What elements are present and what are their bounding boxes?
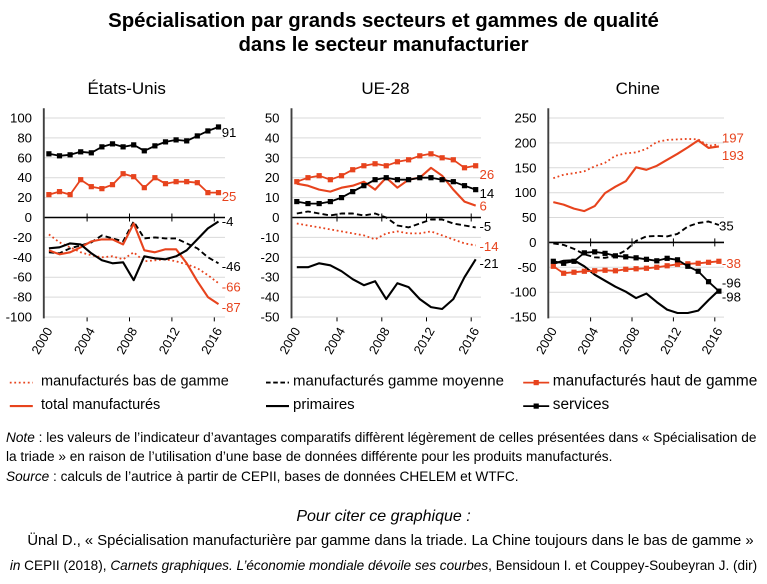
svg-text:2008: 2008 [113, 325, 140, 357]
svg-text:0: 0 [529, 235, 536, 250]
svg-text:2012: 2012 [657, 325, 684, 357]
svg-text:100: 100 [514, 185, 536, 200]
svg-text:-66: -66 [222, 280, 241, 295]
svg-text:-40: -40 [13, 250, 32, 265]
svg-text:manufacturés bas de gamme: manufacturés bas de gamme [41, 374, 229, 390]
svg-text:10: 10 [265, 190, 280, 205]
svg-text:60: 60 [17, 150, 32, 165]
svg-text:-14: -14 [480, 239, 499, 254]
svg-text:197: 197 [722, 131, 744, 146]
svg-text:100: 100 [10, 111, 32, 126]
svg-text:-10: -10 [260, 230, 279, 245]
svg-text:UE-28: UE-28 [361, 79, 409, 98]
svg-text:-80: -80 [13, 290, 32, 305]
svg-text:0: 0 [25, 210, 32, 225]
svg-text:total manufacturés: total manufacturés [41, 397, 160, 413]
svg-text:États-Unis: États-Unis [87, 79, 165, 98]
svg-text:2000: 2000 [276, 325, 303, 357]
svg-text:25: 25 [222, 189, 237, 204]
svg-text:-98: -98 [722, 290, 741, 305]
svg-text:14: 14 [480, 186, 495, 201]
svg-text:40: 40 [265, 130, 280, 145]
svg-text:-21: -21 [480, 256, 499, 271]
svg-text:50: 50 [522, 210, 537, 225]
svg-text:2000: 2000 [533, 325, 560, 357]
svg-text:20: 20 [17, 190, 32, 205]
svg-text:2004: 2004 [321, 325, 348, 357]
svg-text:26: 26 [480, 167, 495, 182]
svg-text:6: 6 [480, 199, 487, 214]
svg-text:-50: -50 [517, 260, 536, 275]
svg-text:200: 200 [514, 135, 536, 150]
svg-text:Chine: Chine [616, 79, 660, 98]
svg-text:193: 193 [722, 148, 744, 163]
svg-text:-40: -40 [260, 290, 279, 305]
svg-text:2004: 2004 [574, 325, 601, 357]
svg-text:2008: 2008 [366, 325, 393, 357]
svg-text:services: services [553, 396, 610, 413]
svg-text:80: 80 [17, 130, 32, 145]
svg-text:manufacturés gamme moyenne: manufacturés gamme moyenne [293, 373, 504, 390]
svg-text:2000: 2000 [28, 325, 55, 357]
svg-text:2012: 2012 [155, 325, 182, 357]
svg-text:250: 250 [514, 111, 536, 126]
svg-text:-5: -5 [480, 219, 492, 234]
svg-text:manufacturés haut de gamme: manufacturés haut de gamme [553, 373, 757, 390]
svg-text:-150: -150 [510, 310, 536, 325]
svg-text:20: 20 [265, 170, 280, 185]
svg-text:50: 50 [265, 111, 280, 126]
svg-text:-87: -87 [222, 300, 241, 315]
svg-text:-96: -96 [722, 276, 741, 291]
svg-text:40: 40 [17, 170, 32, 185]
svg-text:-60: -60 [13, 270, 32, 285]
svg-text:2016: 2016 [198, 325, 225, 357]
svg-text:2008: 2008 [615, 325, 642, 357]
svg-text:-100: -100 [510, 285, 536, 300]
svg-text:-20: -20 [13, 230, 32, 245]
svg-text:91: 91 [222, 125, 237, 140]
svg-text:-50: -50 [260, 310, 279, 325]
svg-text:2004: 2004 [71, 325, 98, 357]
svg-text:2016: 2016 [455, 325, 482, 357]
svg-text:2016: 2016 [698, 325, 725, 357]
svg-text:-46: -46 [222, 259, 241, 274]
svg-text:-38: -38 [722, 256, 741, 271]
svg-text:30: 30 [265, 150, 280, 165]
svg-text:0: 0 [272, 210, 279, 225]
svg-text:-30: -30 [260, 270, 279, 285]
svg-text:-100: -100 [6, 310, 32, 325]
svg-text:-4: -4 [222, 214, 234, 229]
svg-text:-20: -20 [260, 250, 279, 265]
svg-text:35: 35 [719, 219, 734, 234]
svg-text:primaires: primaires [293, 396, 355, 413]
svg-text:150: 150 [514, 160, 536, 175]
svg-text:2012: 2012 [410, 325, 437, 357]
